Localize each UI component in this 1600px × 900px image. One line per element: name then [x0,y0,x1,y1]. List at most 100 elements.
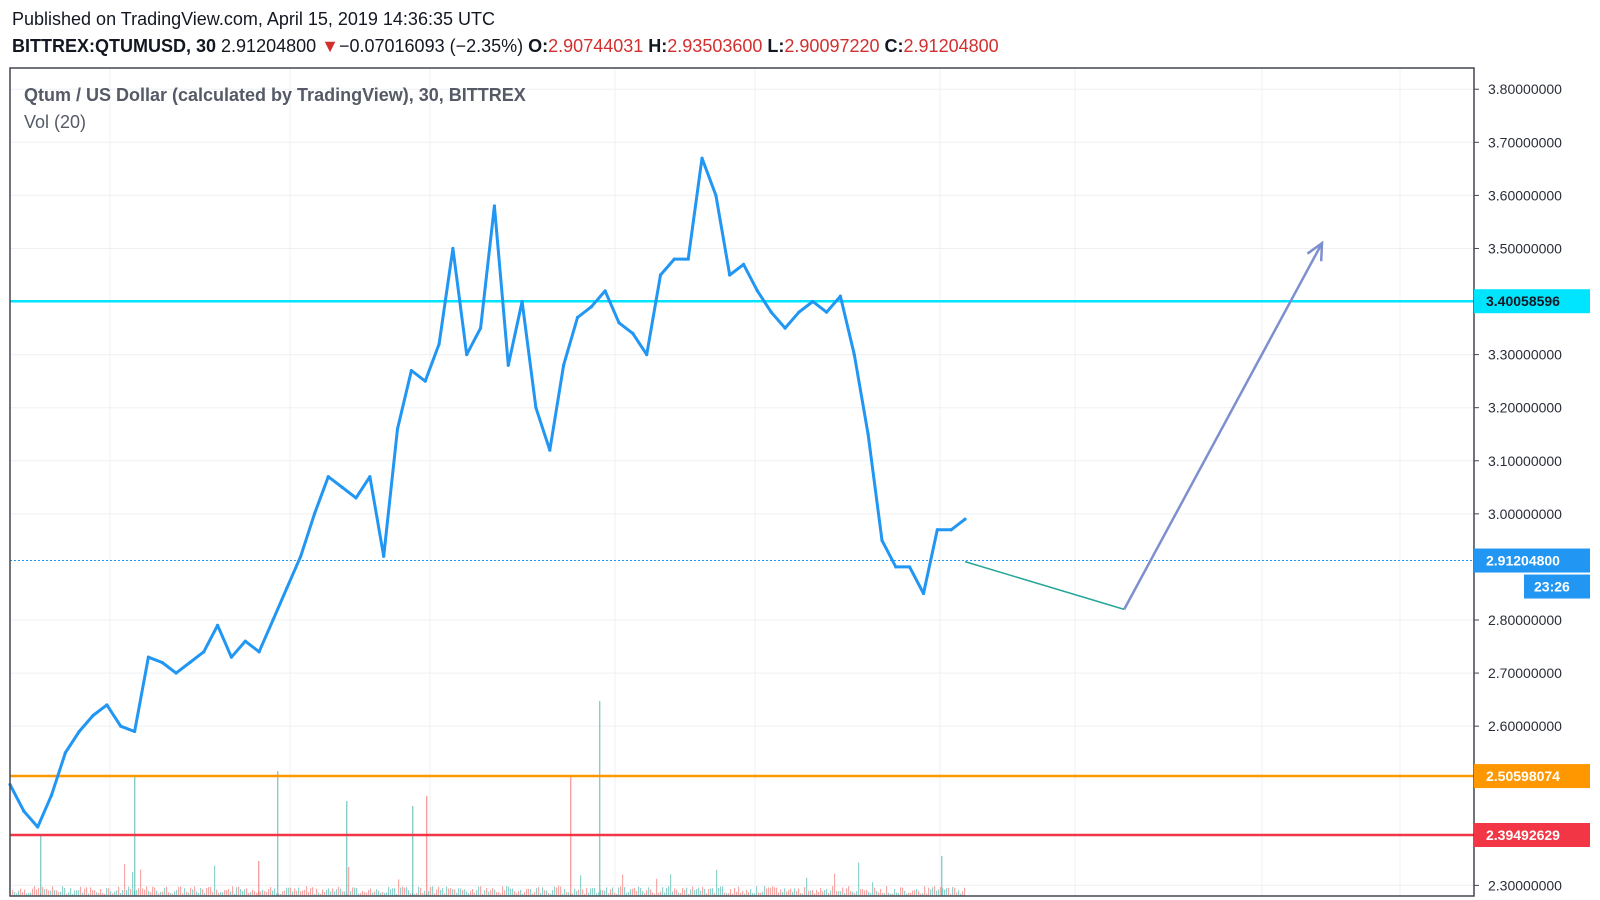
price-point [672,257,676,261]
price-point [229,655,234,659]
volume-bar [500,893,502,896]
volume-bar [506,886,508,896]
volume-bar [104,893,106,896]
volume-bar [218,892,220,896]
price-chart[interactable]: 2.30000000 2.60000000 2.70000000 2.80000000… [0,64,1600,900]
volume-bar [310,888,312,896]
volume-bar [832,886,834,896]
volume-bar [292,891,294,896]
price-point [340,485,344,489]
volume-bar [512,888,514,896]
volume-spike [412,806,414,896]
price-point [700,156,704,160]
volume-bar [64,888,66,896]
volume-bar [552,890,554,896]
volume-bar [482,893,484,896]
volume-bar [466,891,468,896]
volume-bar [204,892,206,896]
price-point [548,448,552,452]
volume-bar [398,879,400,896]
volume-bar [782,891,784,896]
volume-bar [178,886,180,896]
volume-bar [842,887,844,896]
volume-bar [284,890,286,896]
volume-bar [818,891,820,896]
volume-bar [54,890,56,896]
volume-bar [830,890,832,896]
price-axis: 2.30000000 2.60000000 2.70000000 2.80000000… [1474,81,1562,893]
price-point [797,310,801,314]
price-point [478,326,483,330]
volume-bar [72,893,74,896]
volume-bar [358,893,360,896]
volume-bar [878,892,880,896]
volume-bar [268,889,270,896]
volume-bar [492,887,494,896]
price-tag-label: 2.50598074 [1486,768,1560,784]
volume-bar [462,889,464,896]
y-tick-label: 3.00000000 [1488,506,1562,522]
volume-bar [296,890,298,896]
volume-bar [428,891,430,896]
price-point [838,294,843,298]
volume-bar [448,888,450,896]
volume-bar [866,889,868,896]
y-tick-label: 3.60000000 [1488,187,1562,203]
price-point [91,713,95,718]
volume-bar [508,886,510,896]
volume-bar [778,892,780,896]
volume-bar [272,890,274,896]
volume-bar [650,889,652,896]
volume-bar [952,887,954,896]
volume-bar [490,890,492,896]
price-point [769,310,773,314]
volume-bar [444,893,446,896]
volume-bar [298,887,300,896]
volume-bar [336,889,338,896]
volume-bar [254,891,256,896]
volume-bar [230,891,232,896]
volume-bar [314,893,316,896]
volume-bar [592,888,594,896]
volume-bar [730,889,732,896]
volume-bar [146,886,148,896]
price-point [423,379,427,383]
volume-bar [438,886,440,896]
volume-bar [220,892,222,896]
volume-bar [586,887,588,896]
volume-bar [526,888,528,896]
volume-spike [426,796,428,896]
volume-bar [76,890,78,896]
price-point [395,427,400,431]
volume-bar [318,892,320,896]
volume-bar [396,893,398,896]
volume-bar [330,891,332,896]
volume-bar [44,889,46,896]
volume-bar [468,893,470,896]
volume-bar [182,893,184,896]
volume-bar [354,887,356,896]
price-point [105,703,109,707]
volume-bar [800,893,802,896]
volume-bar [914,890,916,896]
volume-bar [142,888,144,896]
volume-bar [724,892,726,896]
volume-bar [302,890,304,896]
volume-bar [400,887,402,896]
volume-bar [242,891,244,896]
volume-bar [360,893,362,896]
volume-bar [750,888,752,896]
volume-bar [188,892,190,896]
forecast-arrow [1123,242,1324,610]
volume-bar [902,887,904,896]
volume-bar [868,891,870,896]
volume-bar [332,888,334,896]
volume-bar [894,888,896,896]
price-point [202,650,206,654]
volume-bar [790,888,792,896]
volume-bar [912,890,914,896]
price-point [783,326,787,330]
volume-bar [522,893,524,896]
volume-bar [246,888,248,896]
y-tick-label: 2.30000000 [1488,877,1562,893]
